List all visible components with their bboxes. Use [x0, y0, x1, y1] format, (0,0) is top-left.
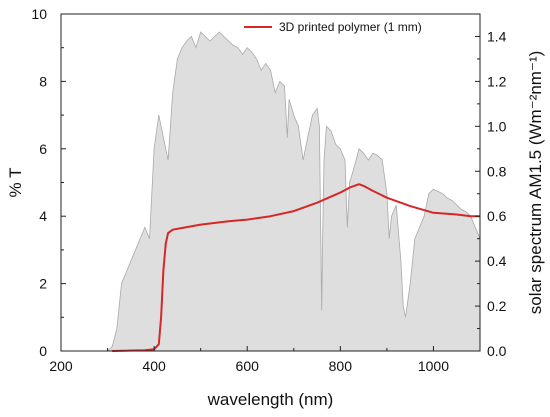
x-tick-label: 200 [49, 358, 73, 374]
plot-content [98, 31, 481, 352]
y2-axis-title: solar spectrum AM1.5 (Wm⁻²nm⁻¹) [526, 51, 545, 315]
y-tick-label: 10 [31, 6, 47, 22]
legend-label: 3D printed polymer (1 mm) [279, 20, 422, 34]
y2-tick-label: 1.4 [487, 28, 507, 44]
y-tick-label: 0 [39, 343, 47, 359]
axes: 200 400 600 800 1000 0 2 4 6 8 10 0.0 0.2 0.4 0.6 0.8 1.… [31, 6, 506, 374]
legend: 3D printed polymer (1 mm) [244, 20, 422, 34]
y-tick-label: 6 [39, 141, 47, 157]
x-tick-label: 800 [329, 358, 353, 374]
solar-spectrum-line [98, 31, 481, 352]
x-axis-title: wavelength (nm) [207, 390, 334, 409]
y-axis-title: % T [6, 168, 25, 198]
transmittance-line [112, 183, 480, 352]
solar-spectrum-area [98, 32, 480, 351]
y2-tick-label: 0.4 [487, 253, 507, 269]
y-tick-label: 8 [39, 73, 47, 89]
y2-tick-label: 0.6 [487, 208, 507, 224]
y2-tick-label: 0.2 [487, 298, 507, 314]
x-tick-label: 600 [236, 358, 260, 374]
y2-tick-label: 1.2 [487, 73, 507, 89]
x-tick-label: 400 [142, 358, 166, 374]
y2-tick-label: 0.8 [487, 163, 507, 179]
x-tick-label: 1000 [418, 358, 449, 374]
y-tick-label: 4 [39, 208, 47, 224]
y2-tick-label: 1.0 [487, 118, 507, 134]
y-tick-label: 2 [39, 276, 47, 292]
y2-tick-label: 0.0 [487, 343, 507, 359]
